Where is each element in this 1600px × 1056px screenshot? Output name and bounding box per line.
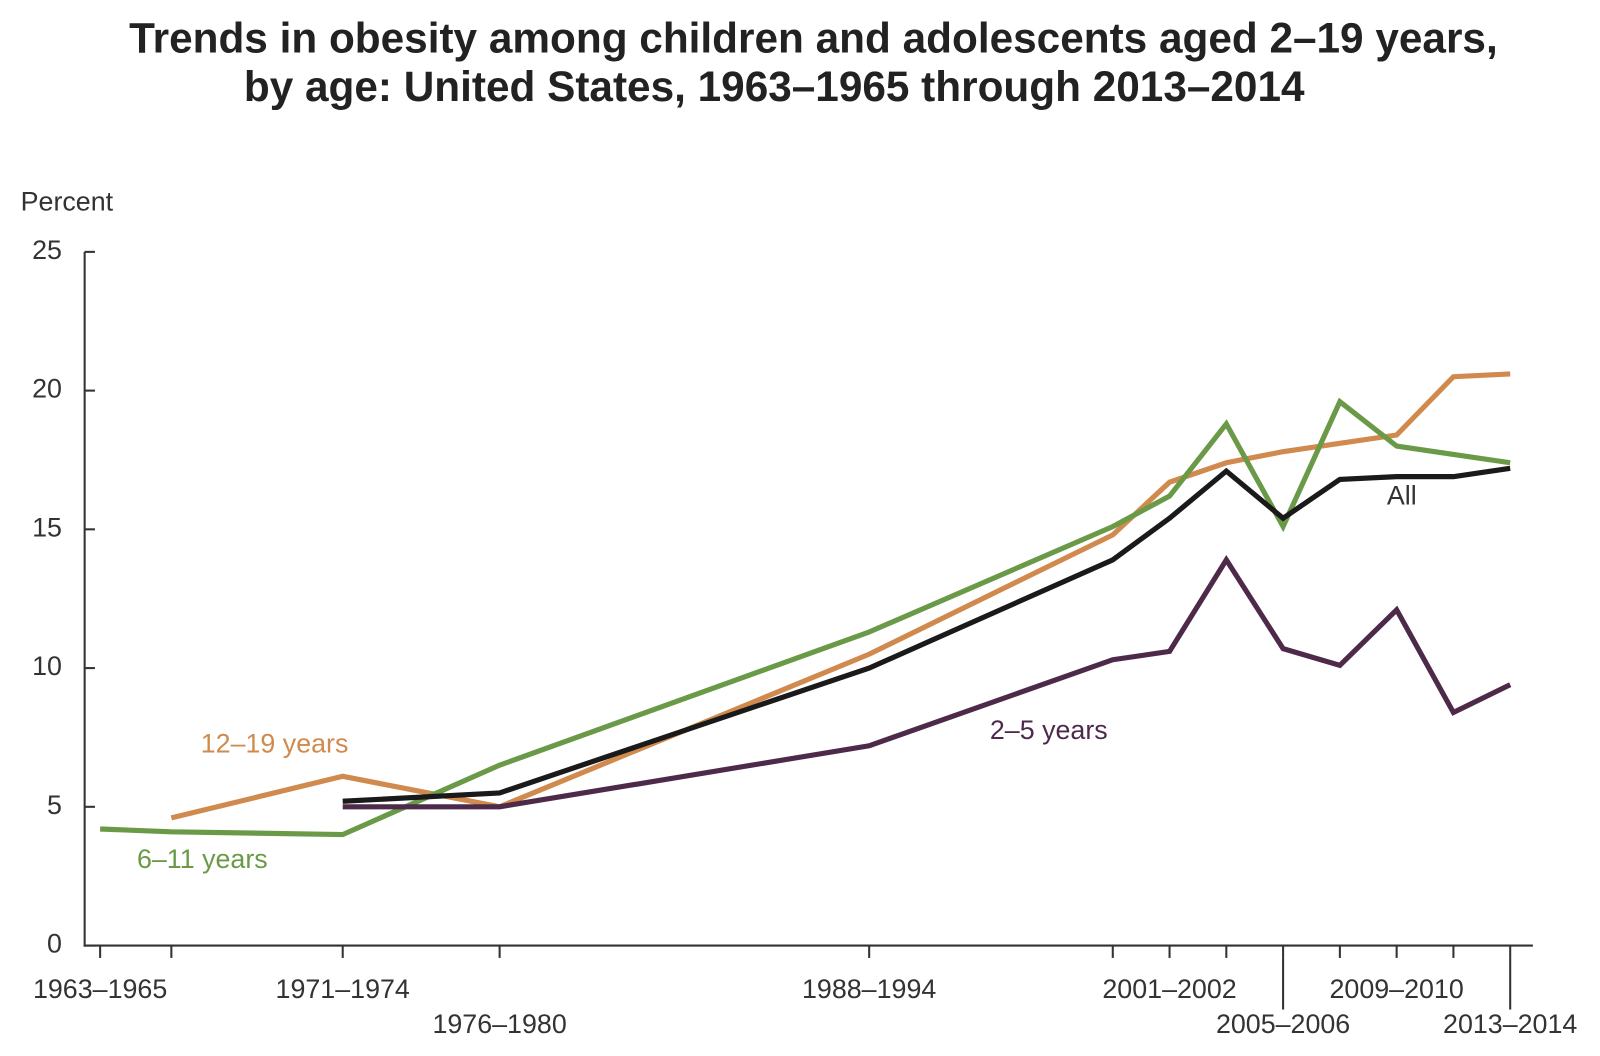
y-tick-label: 0 [47, 929, 62, 959]
series-line [170, 371, 1511, 821]
series-line [100, 397, 1511, 838]
series-label: 2–5 years [990, 715, 1108, 745]
x-tick-label: 2013–2014 [1443, 1009, 1577, 1039]
x-tick-label: 1976–1980 [432, 1009, 566, 1039]
y-tick-label: 5 [47, 790, 62, 820]
y-axis-label: Percent [21, 186, 114, 216]
series-label: 6–11 years [137, 844, 268, 874]
series-label: All [1387, 481, 1417, 511]
y-tick-label: 25 [32, 235, 62, 265]
series-line [342, 465, 1511, 804]
y-tick-label: 15 [32, 512, 62, 542]
series-line [342, 555, 1512, 810]
x-tick-label: 1971–1974 [276, 974, 410, 1004]
x-tick-label: 2005–2006 [1216, 1009, 1350, 1039]
y-tick-label: 10 [32, 651, 62, 681]
x-tick-label: 1988–1994 [802, 974, 936, 1004]
chart-title: by age: United States, 1963–1965 through… [244, 63, 1305, 110]
x-tick-label: 2009–2010 [1329, 974, 1463, 1004]
y-tick-label: 20 [32, 374, 62, 404]
series-label: 12–19 years [201, 728, 349, 758]
x-tick-label: 2001–2002 [1102, 974, 1236, 1004]
x-tick-label: 1963–1965 [33, 974, 167, 1004]
chart-title: Trends in obesity among children and ado… [129, 14, 1498, 61]
